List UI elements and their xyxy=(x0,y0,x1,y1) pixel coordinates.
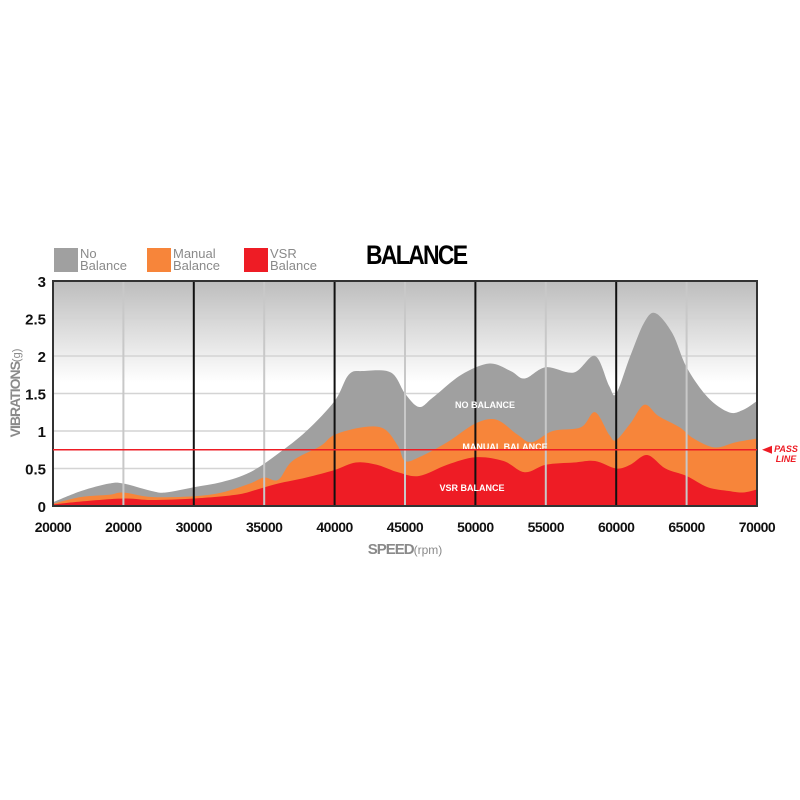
y-tick-label: 1.5 xyxy=(25,387,46,404)
y-tick-label: 1 xyxy=(38,424,46,441)
series-inline-label: MANUAL BALANCE xyxy=(462,442,547,452)
x-tick-label: 40000 xyxy=(316,519,353,535)
x-tick-label: 65000 xyxy=(668,519,705,535)
y-axis-label: VIBRATIONS(g) xyxy=(7,349,23,438)
x-tick-label: 20000 xyxy=(35,519,72,535)
legend-vsr-balance: VSR Balance xyxy=(244,246,330,273)
series-inline-label: NO BALANCE xyxy=(455,400,515,410)
x-tick-label: 70000 xyxy=(739,519,776,535)
legend-swatch xyxy=(147,248,171,272)
legend-no-balance: No Balance xyxy=(54,246,140,273)
y-tick-label: 2.5 xyxy=(25,312,46,329)
legend-swatch xyxy=(54,248,78,272)
legend-text: Balance xyxy=(270,258,317,273)
legend-text: No xyxy=(80,246,97,261)
legend-text: Balance xyxy=(80,258,127,273)
pass-line-arrow-icon xyxy=(762,445,772,454)
x-tick-label: 55000 xyxy=(528,519,565,535)
y-tick-label: 0.5 xyxy=(25,462,46,479)
series-inline-label: VSR BALANCE xyxy=(439,483,504,493)
x-tick-label: 45000 xyxy=(387,519,424,535)
legend-manual-balance: Manual Balance xyxy=(147,246,233,273)
y-tick-label: 2 xyxy=(38,349,46,366)
x-tick-label: 30000 xyxy=(176,519,213,535)
pass-line-label: LINE xyxy=(776,454,797,464)
y-tick-label: 0 xyxy=(38,499,46,516)
x-tick-label: 20000 xyxy=(105,519,142,535)
pass-line-label: PASS xyxy=(774,444,798,454)
legend-text: Balance xyxy=(173,258,220,273)
legend-swatch xyxy=(244,248,268,272)
plot-frame xyxy=(52,280,758,507)
x-tick-label: 50000 xyxy=(457,519,494,535)
legend-text: Manual xyxy=(173,246,216,261)
chart-title: BALANCE xyxy=(366,240,468,270)
x-axis-label: SPEED(rpm) xyxy=(368,541,443,558)
x-tick-label: 35000 xyxy=(246,519,283,535)
y-tick-label: 3 xyxy=(38,274,46,291)
x-tick-label: 60000 xyxy=(598,519,635,535)
legend-text: VSR xyxy=(270,246,297,261)
